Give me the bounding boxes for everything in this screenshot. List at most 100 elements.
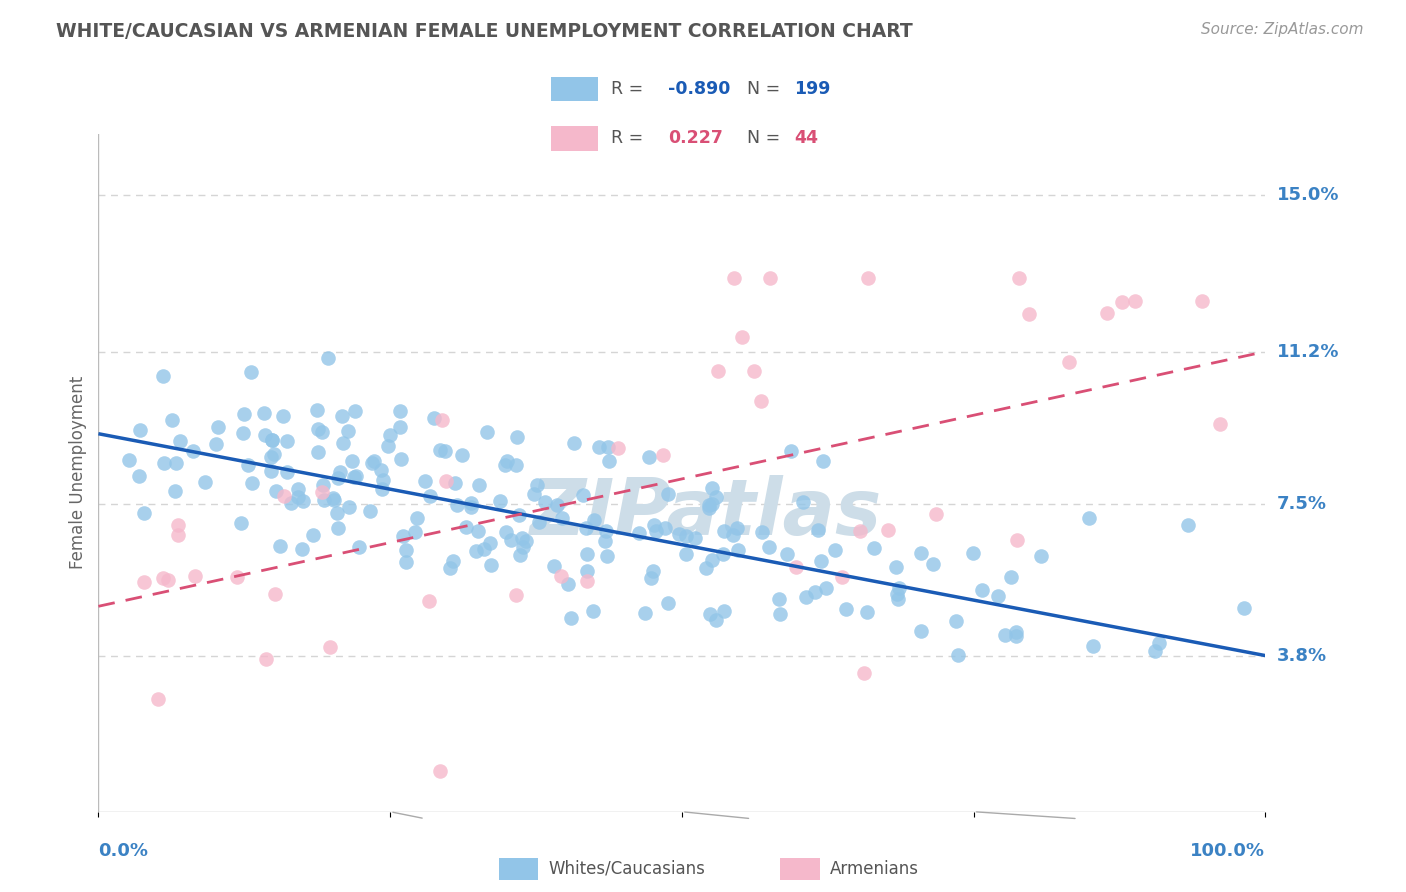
Point [1147, 636, 1170, 650]
Point [395, 556, 418, 570]
Point [972, 583, 994, 598]
Point [962, 546, 984, 560]
Point [849, 524, 872, 538]
Point [479, 558, 502, 572]
Point [264, 484, 287, 499]
Point [429, 443, 451, 458]
Point [207, 419, 229, 434]
Point [183, 443, 205, 458]
Text: 44: 44 [794, 129, 818, 147]
Point [877, 523, 900, 537]
Point [543, 558, 565, 573]
Point [312, 492, 335, 507]
Point [132, 574, 155, 589]
Point [749, 394, 772, 409]
Point [596, 549, 619, 564]
Point [472, 541, 495, 556]
Text: Source: ZipAtlas.com: Source: ZipAtlas.com [1201, 22, 1364, 37]
Text: 3.8%: 3.8% [1277, 647, 1327, 665]
Text: 15.0%: 15.0% [1277, 186, 1339, 204]
Point [768, 592, 790, 607]
Point [404, 524, 426, 539]
Point [415, 474, 437, 488]
Point [1208, 417, 1230, 431]
Point [527, 515, 550, 529]
Point [229, 516, 252, 531]
Point [444, 476, 467, 491]
Point [305, 402, 328, 417]
Point [887, 581, 910, 595]
Point [794, 590, 817, 604]
Point [640, 571, 662, 585]
Point [441, 554, 464, 568]
Point [388, 419, 411, 434]
Point [576, 547, 599, 561]
Point [887, 591, 910, 606]
Point [700, 497, 723, 511]
Point [330, 409, 353, 424]
Point [359, 503, 381, 517]
Point [510, 531, 533, 545]
Point [606, 441, 628, 455]
Point [273, 489, 295, 503]
Point [389, 452, 412, 467]
Point [488, 494, 510, 508]
Point [1018, 307, 1040, 321]
Point [287, 482, 309, 496]
Point [322, 491, 344, 505]
Point [807, 524, 830, 538]
Point [236, 458, 259, 473]
Point [810, 554, 832, 568]
Point [742, 364, 765, 378]
Point [572, 488, 595, 502]
Text: 100.0%: 100.0% [1191, 842, 1265, 860]
Point [253, 406, 276, 420]
Point [886, 587, 908, 601]
Text: 7.5%: 7.5% [1277, 494, 1326, 513]
Point [751, 525, 773, 540]
Point [232, 407, 254, 421]
Point [512, 541, 534, 555]
Point [118, 452, 141, 467]
Point [307, 445, 329, 459]
Point [260, 433, 283, 447]
Text: Whites/Caucasians: Whites/Caucasians [548, 860, 706, 878]
Point [329, 465, 352, 479]
Point [132, 506, 155, 520]
Point [378, 428, 401, 442]
Point [1233, 600, 1256, 615]
Point [337, 500, 360, 515]
Point [804, 585, 827, 599]
Point [302, 528, 325, 542]
Point [731, 330, 754, 344]
Text: 0.0%: 0.0% [98, 842, 149, 860]
Point [336, 424, 359, 438]
Point [423, 411, 446, 425]
Point [576, 564, 599, 578]
Point [697, 500, 720, 515]
Point [371, 482, 394, 496]
Point [165, 484, 187, 499]
Point [505, 588, 527, 602]
Point [945, 614, 967, 628]
Point [451, 448, 474, 462]
Point [1005, 629, 1028, 643]
Point [169, 434, 191, 448]
Point [695, 561, 717, 575]
Point [166, 518, 188, 533]
Point [683, 531, 706, 545]
Point [634, 606, 657, 620]
Point [326, 471, 349, 485]
Point [645, 524, 668, 539]
Point [318, 351, 340, 366]
Point [853, 666, 876, 681]
Point [814, 582, 837, 596]
Point [128, 423, 150, 437]
Point [560, 610, 582, 624]
Text: N =: N = [747, 80, 786, 98]
Point [240, 365, 263, 379]
Point [432, 413, 454, 427]
Point [780, 444, 803, 458]
Point [343, 470, 366, 484]
Point [595, 524, 617, 538]
